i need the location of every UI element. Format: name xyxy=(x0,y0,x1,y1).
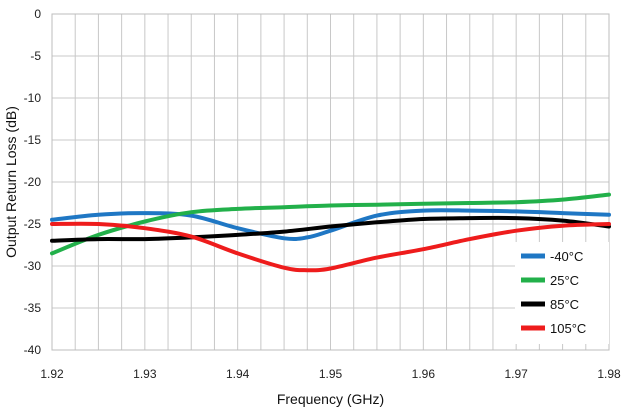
y-tick-label: 0 xyxy=(34,7,41,21)
x-tick-label: 1.93 xyxy=(133,367,157,381)
series-105C-line xyxy=(50,221,611,273)
y-tick-label: -10 xyxy=(24,91,42,105)
x-tick-label: 1.98 xyxy=(597,367,621,381)
y-tick-label: -20 xyxy=(24,175,42,189)
legend-label: -40°C xyxy=(550,249,583,264)
legend-label: 85°C xyxy=(550,297,579,312)
legend: -40°C 25°C 85°C 105°C xyxy=(515,242,609,344)
y-tick-label: -40 xyxy=(24,343,42,357)
plot-frame xyxy=(51,13,610,351)
y-tick-label: -25 xyxy=(24,217,42,231)
x-tick-label: 1.95 xyxy=(319,367,343,381)
x-tick-label: 1.96 xyxy=(412,367,436,381)
series-lines xyxy=(50,192,611,273)
y-tick-label: -35 xyxy=(24,301,42,315)
x-tick-label: 1.97 xyxy=(504,367,528,381)
grid xyxy=(51,13,610,351)
x-tick-label: 1.94 xyxy=(226,367,250,381)
legend-label: 25°C xyxy=(550,273,579,288)
axes: 1.92 1.93 1.94 1.95 1.96 1.97 1.98 0 -5 -10 -15 -20… xyxy=(24,7,621,381)
x-axis-title: Frequency (GHz) xyxy=(277,391,384,407)
series-25C-line xyxy=(50,192,611,256)
series-40C-line xyxy=(50,208,611,242)
y-axis-title: Output Return Loss (dB) xyxy=(3,106,19,258)
y-tick-label: -30 xyxy=(24,259,42,273)
y-tick-label: -15 xyxy=(24,133,42,147)
y-tick-label: -5 xyxy=(30,49,41,63)
x-tick-label: 1.92 xyxy=(40,367,64,381)
series-85C-line xyxy=(50,215,611,243)
legend-label: 105°C xyxy=(550,321,586,336)
